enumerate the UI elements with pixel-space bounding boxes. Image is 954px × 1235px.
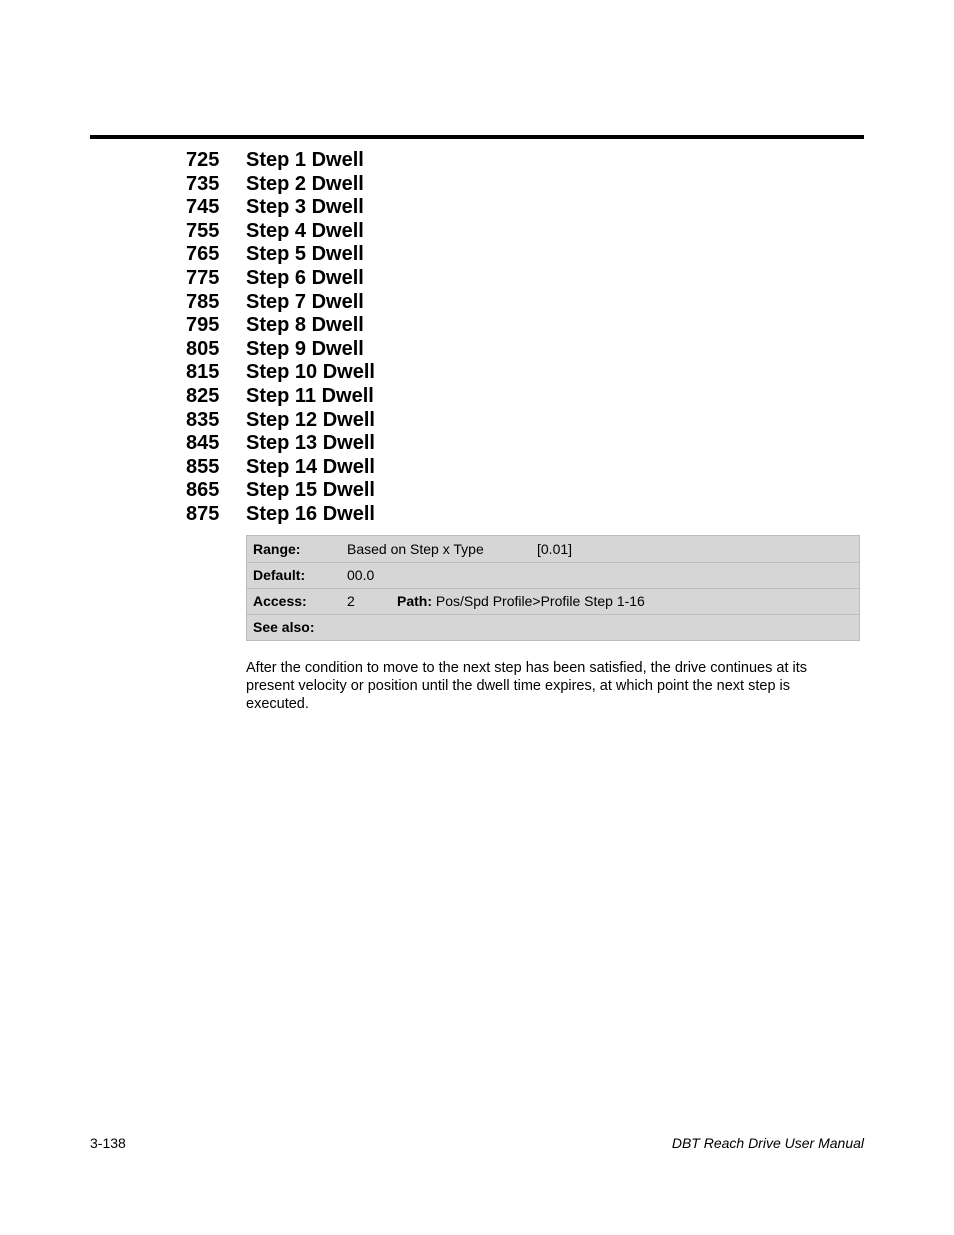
parameter-name: Step 11 Dwell: [246, 385, 864, 409]
parameter-number: 815: [186, 361, 246, 385]
parameter-row: 745Step 3 Dwell: [186, 196, 864, 220]
parameter-row: 785Step 7 Dwell: [186, 291, 864, 315]
parameter-row: 815Step 10 Dwell: [186, 361, 864, 385]
parameter-name: Step 13 Dwell: [246, 432, 864, 456]
parameter-number: 765: [186, 243, 246, 267]
range-value: Based on Step x Type: [347, 541, 537, 557]
parameter-number: 745: [186, 196, 246, 220]
path-value: Pos/Spd Profile>Profile Step 1-16: [436, 593, 645, 609]
parameter-number: 775: [186, 267, 246, 291]
parameter-name: Step 6 Dwell: [246, 267, 864, 291]
parameter-number: 725: [186, 149, 246, 173]
info-row-default: Default: 00.0: [247, 562, 859, 588]
parameter-number: 835: [186, 409, 246, 433]
top-rule: [90, 135, 864, 139]
body-paragraph: After the condition to move to the next …: [246, 659, 856, 713]
parameter-number: 855: [186, 456, 246, 480]
parameter-name: Step 14 Dwell: [246, 456, 864, 480]
info-table: Range: Based on Step x Type [0.01] Defau…: [246, 535, 860, 641]
parameter-number: 795: [186, 314, 246, 338]
parameter-row: 865Step 15 Dwell: [186, 479, 864, 503]
range-bracket: [0.01]: [537, 541, 853, 557]
parameter-row: 775Step 6 Dwell: [186, 267, 864, 291]
page-footer: 3-138 DBT Reach Drive User Manual: [90, 1135, 864, 1151]
page-number: 3-138: [90, 1135, 126, 1151]
parameter-name: Step 1 Dwell: [246, 149, 864, 173]
parameter-row: 845Step 13 Dwell: [186, 432, 864, 456]
parameter-row: 825Step 11 Dwell: [186, 385, 864, 409]
parameter-number: 845: [186, 432, 246, 456]
parameter-number: 805: [186, 338, 246, 362]
seealso-label: See also:: [253, 619, 347, 635]
manual-title: DBT Reach Drive User Manual: [672, 1135, 864, 1151]
parameter-name: Step 15 Dwell: [246, 479, 864, 503]
parameter-number: 865: [186, 479, 246, 503]
parameter-row: 835Step 12 Dwell: [186, 409, 864, 433]
parameter-row: 725Step 1 Dwell: [186, 149, 864, 173]
content-area: 725Step 1 Dwell735Step 2 Dwell745Step 3 …: [90, 149, 864, 713]
parameter-name: Step 5 Dwell: [246, 243, 864, 267]
path-cell: Path: Pos/Spd Profile>Profile Step 1-16: [397, 593, 853, 609]
range-label: Range:: [253, 541, 347, 557]
info-row-range: Range: Based on Step x Type [0.01]: [247, 536, 859, 562]
info-row-access: Access: 2 Path: Pos/Spd Profile>Profile …: [247, 588, 859, 614]
parameter-name: Step 2 Dwell: [246, 173, 864, 197]
page: 725Step 1 Dwell735Step 2 Dwell745Step 3 …: [0, 0, 954, 1235]
parameter-name: Step 3 Dwell: [246, 196, 864, 220]
parameter-number: 825: [186, 385, 246, 409]
path-label: Path:: [397, 593, 432, 609]
access-label: Access:: [253, 593, 347, 609]
parameter-number: 755: [186, 220, 246, 244]
parameter-row: 875Step 16 Dwell: [186, 503, 864, 527]
parameter-row: 795Step 8 Dwell: [186, 314, 864, 338]
info-row-seealso: See also:: [247, 614, 859, 640]
parameter-row: 855Step 14 Dwell: [186, 456, 864, 480]
parameter-row: 735Step 2 Dwell: [186, 173, 864, 197]
parameter-name: Step 4 Dwell: [246, 220, 864, 244]
access-value: 2: [347, 593, 397, 609]
parameter-name: Step 8 Dwell: [246, 314, 864, 338]
default-value: 00.0: [347, 567, 853, 583]
parameter-name: Step 7 Dwell: [246, 291, 864, 315]
parameter-row: 805Step 9 Dwell: [186, 338, 864, 362]
parameter-name: Step 16 Dwell: [246, 503, 864, 527]
parameter-list: 725Step 1 Dwell735Step 2 Dwell745Step 3 …: [186, 149, 864, 527]
parameter-number: 875: [186, 503, 246, 527]
parameter-name: Step 10 Dwell: [246, 361, 864, 385]
parameter-number: 735: [186, 173, 246, 197]
parameter-name: Step 9 Dwell: [246, 338, 864, 362]
parameter-name: Step 12 Dwell: [246, 409, 864, 433]
parameter-row: 765Step 5 Dwell: [186, 243, 864, 267]
default-label: Default:: [253, 567, 347, 583]
parameter-number: 785: [186, 291, 246, 315]
parameter-row: 755Step 4 Dwell: [186, 220, 864, 244]
